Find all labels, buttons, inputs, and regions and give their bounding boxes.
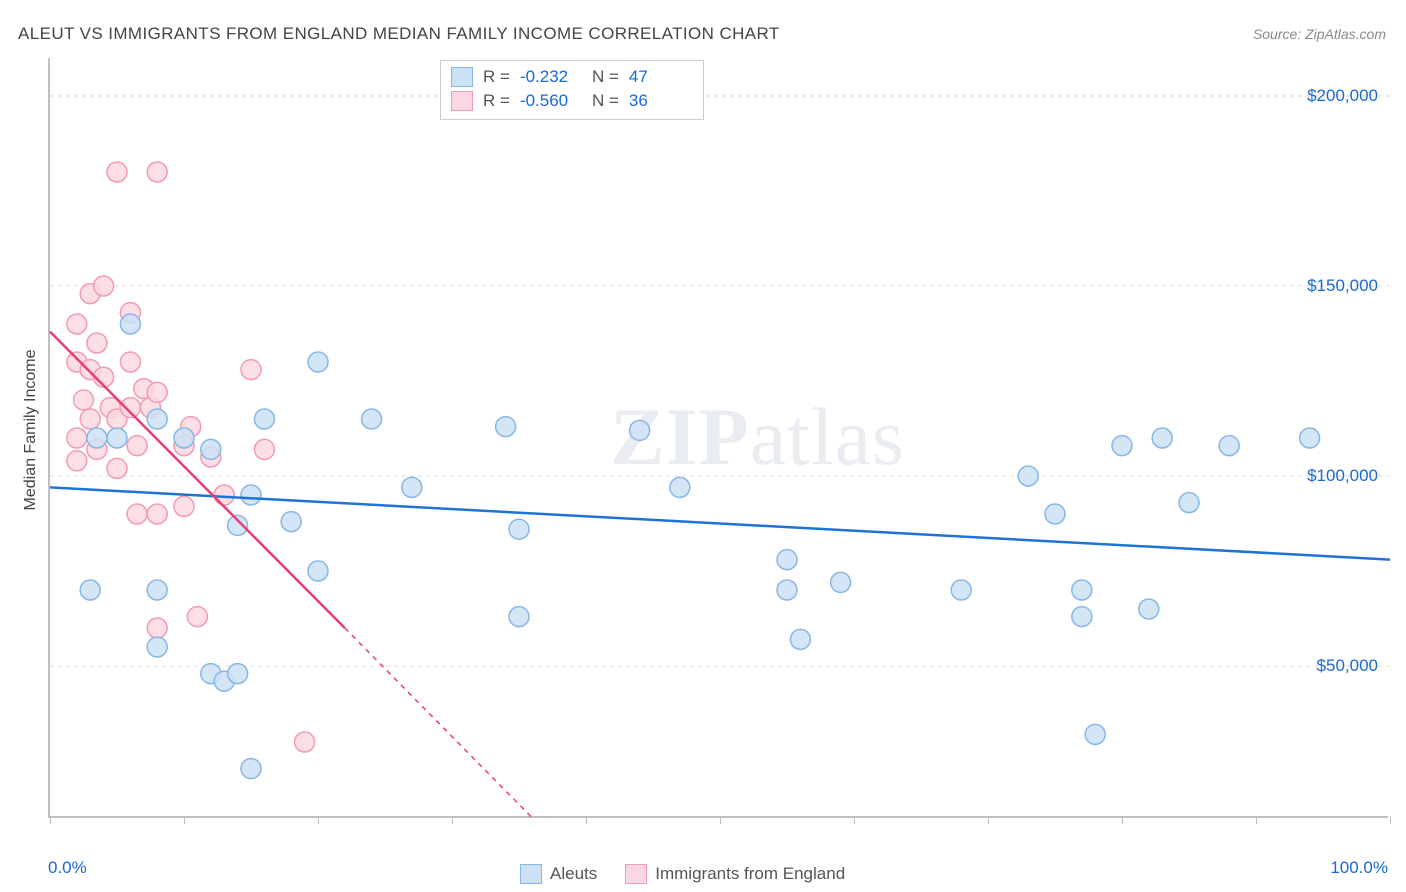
swatch-b (451, 91, 473, 111)
y-axis-label: Median Family Income (22, 350, 40, 511)
source-attribution: Source: ZipAtlas.com (1253, 26, 1386, 42)
y-tick-label: $150,000 (1307, 276, 1378, 296)
n-value-b: 36 (629, 91, 691, 111)
series-b-points (67, 162, 315, 752)
x-tick (720, 816, 721, 824)
series-b-name: Immigrants from England (655, 864, 845, 884)
x-max-label: 100.0% (1330, 858, 1388, 878)
chart-title: ALEUT VS IMMIGRANTS FROM ENGLAND MEDIAN … (18, 24, 780, 44)
x-tick (318, 816, 319, 824)
swatch-a-bottom (520, 864, 542, 884)
legend-row-b: R = -0.560 N = 36 (451, 89, 691, 113)
series-legend: Aleuts Immigrants from England (520, 864, 845, 884)
y-tick-label: $200,000 (1307, 86, 1378, 106)
n-label-a: N = (592, 67, 619, 87)
n-label-b: N = (592, 91, 619, 111)
x-tick (586, 816, 587, 824)
x-tick (184, 816, 185, 824)
swatch-b-bottom (625, 864, 647, 884)
r-label-a: R = (483, 67, 510, 87)
legend-item-a: Aleuts (520, 864, 597, 884)
legend-item-b: Immigrants from England (625, 864, 845, 884)
y-tick-label: $100,000 (1307, 466, 1378, 486)
x-tick (50, 816, 51, 824)
x-tick (1122, 816, 1123, 824)
r-value-a: -0.232 (520, 67, 582, 87)
n-value-a: 47 (629, 67, 691, 87)
x-tick (854, 816, 855, 824)
plot-area: $50,000 $100,000 $150,000 $200,000 (48, 58, 1388, 818)
series-a-name: Aleuts (550, 864, 597, 884)
r-value-b: -0.560 (520, 91, 582, 111)
trendlines (50, 332, 1390, 818)
chart-svg (50, 58, 1388, 816)
gridlines (50, 96, 1390, 666)
x-tick (1256, 816, 1257, 824)
x-tick (1390, 816, 1391, 824)
legend-row-a: R = -0.232 N = 47 (451, 65, 691, 89)
x-tick (988, 816, 989, 824)
r-label-b: R = (483, 91, 510, 111)
x-min-label: 0.0% (48, 858, 87, 878)
correlation-legend: R = -0.232 N = 47 R = -0.560 N = 36 (440, 60, 704, 120)
y-tick-label: $50,000 (1317, 656, 1378, 676)
swatch-a (451, 67, 473, 87)
x-tick (452, 816, 453, 824)
